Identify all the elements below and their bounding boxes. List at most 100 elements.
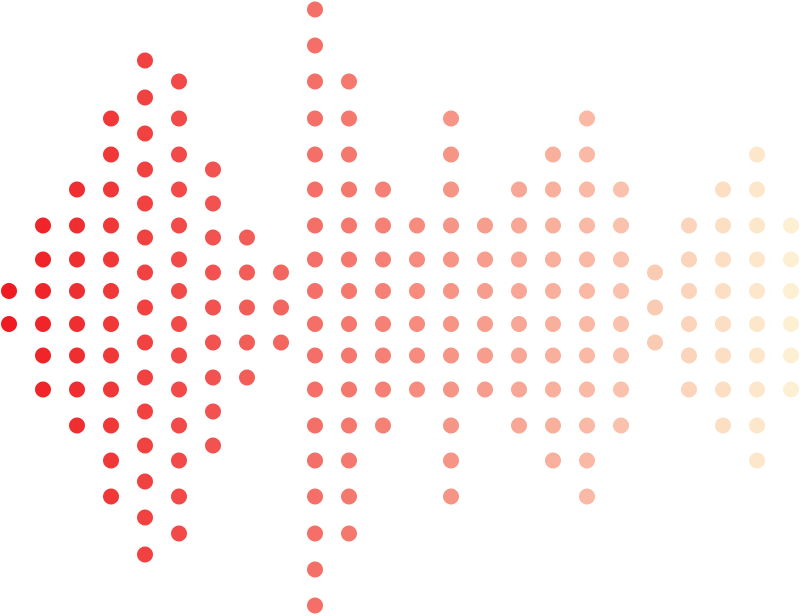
waveform-dot-col-15-2	[477, 251, 493, 268]
waveform-dot-col-12-6	[375, 347, 391, 364]
waveform-dot-col-6-12	[171, 452, 187, 469]
waveform-dot-col-17-4	[545, 251, 561, 268]
waveform-dot-col-14-11	[443, 452, 459, 469]
waveform-dot-col-8-1	[239, 229, 255, 246]
waveform-dot-col-13-1	[409, 217, 425, 234]
waveform-dot-col-16-4	[511, 283, 527, 299]
waveform-dot-col-16-5	[511, 316, 527, 332]
waveform-dot-col-23-10	[749, 452, 765, 469]
waveform-dot-col-17-9	[545, 417, 561, 434]
waveform-dot-col-18-8	[579, 347, 595, 364]
waveform-dot-col-12-2	[375, 217, 391, 234]
waveform-dot-col-12-8	[375, 417, 391, 434]
waveform-dot-col-12-3	[375, 251, 391, 268]
waveform-dot-col-11-11	[341, 417, 357, 434]
waveform-dot-col-15-4	[477, 316, 493, 332]
waveform-dot-col-17-3	[545, 217, 561, 234]
waveform-dot-col-3-2	[69, 217, 85, 234]
waveform-dot-col-8-3	[239, 299, 255, 316]
waveform-dot-col-6-4	[171, 181, 187, 198]
waveform-dot-col-3-1	[69, 181, 85, 198]
waveform-dot-col-7-1	[205, 161, 221, 178]
waveform-dot-col-2-1	[35, 217, 51, 234]
waveform-dot-col-24-5	[783, 347, 799, 364]
waveform-dot-col-22-2	[715, 217, 731, 234]
waveform-dot-col-5-13	[137, 473, 153, 490]
waveform-dot-col-4-1	[103, 110, 119, 127]
waveform-dot-col-4-2	[103, 146, 119, 163]
waveform-dot-col-4-6	[103, 283, 119, 299]
waveform-dot-col-22-8	[715, 417, 731, 434]
waveform-dot-col-10-14	[307, 452, 323, 469]
waveform-dot-col-10-17	[307, 561, 323, 578]
waveform-dot-col-18-10	[579, 417, 595, 434]
waveform-dot-col-23-8	[749, 381, 765, 398]
waveform-dot-col-17-6	[545, 316, 561, 332]
waveform-dot-col-3-7	[69, 381, 85, 398]
waveform-dot-col-22-4	[715, 283, 731, 299]
waveform-dot-col-6-11	[171, 417, 187, 434]
waveform-dot-col-5-12	[137, 437, 153, 454]
waveform-dot-col-10-16	[307, 525, 323, 542]
waveform-dot-col-18-5	[579, 251, 595, 268]
waveform-dot-col-6-2	[171, 110, 187, 127]
waveform-dot-col-14-4	[443, 217, 459, 234]
waveform-dot-col-8-5	[239, 369, 255, 386]
waveform-dot-col-11-5	[341, 217, 357, 234]
waveform-dot-col-23-4	[749, 251, 765, 268]
waveform-dot-col-14-6	[443, 283, 459, 299]
waveform-dot-col-5-14	[137, 509, 153, 526]
waveform-dot-col-19-4	[613, 283, 629, 299]
waveform-dot-col-4-8	[103, 347, 119, 364]
waveform-dot-col-11-6	[341, 251, 357, 268]
waveform-dot-col-7-9	[205, 437, 221, 454]
waveform-dot-col-7-3	[205, 229, 221, 246]
waveform-dot-col-13-2	[409, 251, 425, 268]
waveform-dot-col-11-9	[341, 347, 357, 364]
waveform-dot-col-24-3	[783, 283, 799, 299]
waveform-dot-col-4-10	[103, 417, 119, 434]
waveform-dot-col-5-3	[137, 125, 153, 142]
waveform-dot-col-14-8	[443, 347, 459, 364]
waveform-dot-col-21-6	[681, 381, 697, 398]
waveform-dot-col-11-4	[341, 181, 357, 198]
waveform-dot-col-11-14	[341, 525, 357, 542]
waveform-dot-col-24-1	[783, 217, 799, 234]
waveform-dot-col-10-8	[307, 251, 323, 268]
waveform-dot-col-18-4	[579, 217, 595, 234]
waveform-dot-col-24-6	[783, 381, 799, 398]
waveform-dot-col-23-1	[749, 146, 765, 163]
waveform-dot-col-22-7	[715, 381, 731, 398]
waveform-dot-col-6-14	[171, 525, 187, 542]
waveform-dot-col-6-5	[171, 217, 187, 234]
waveform-dot-col-5-2	[137, 89, 153, 106]
waveform-dot-col-8-2	[239, 264, 255, 281]
waveform-dot-col-16-6	[511, 347, 527, 364]
waveform-dot-col-10-9	[307, 283, 323, 299]
waveform-dot-col-19-7	[613, 381, 629, 398]
waveform-dot-col-15-3	[477, 283, 493, 299]
waveform-dot-col-7-8	[205, 403, 221, 420]
waveform-dot-col-9-2	[273, 299, 289, 316]
waveform-dot-col-11-7	[341, 283, 357, 299]
waveform-dot-col-12-7	[375, 381, 391, 398]
waveform-dot-col-6-8	[171, 316, 187, 332]
waveform-dot-col-21-1	[681, 217, 697, 234]
waveform-dot-col-15-1	[477, 217, 493, 234]
waveform-dot-col-10-3	[307, 73, 323, 90]
waveform-dot-col-2-3	[35, 283, 51, 299]
waveform-dot-col-11-2	[341, 110, 357, 127]
waveform-dot-col-5-10	[137, 369, 153, 386]
waveform-dot-col-7-6	[205, 334, 221, 351]
waveform-dot-col-16-1	[511, 181, 527, 198]
waveform-dot-col-20-3	[647, 334, 663, 351]
waveform-dot-col-5-11	[137, 403, 153, 420]
waveform-dot-col-14-3	[443, 181, 459, 198]
waveform-dot-col-10-1	[307, 1, 323, 18]
waveform-dot-col-5-4	[137, 161, 153, 178]
waveform-dot-col-1-2	[1, 316, 17, 332]
waveform-dot-col-14-2	[443, 146, 459, 163]
waveform-dot-col-10-11	[307, 347, 323, 364]
